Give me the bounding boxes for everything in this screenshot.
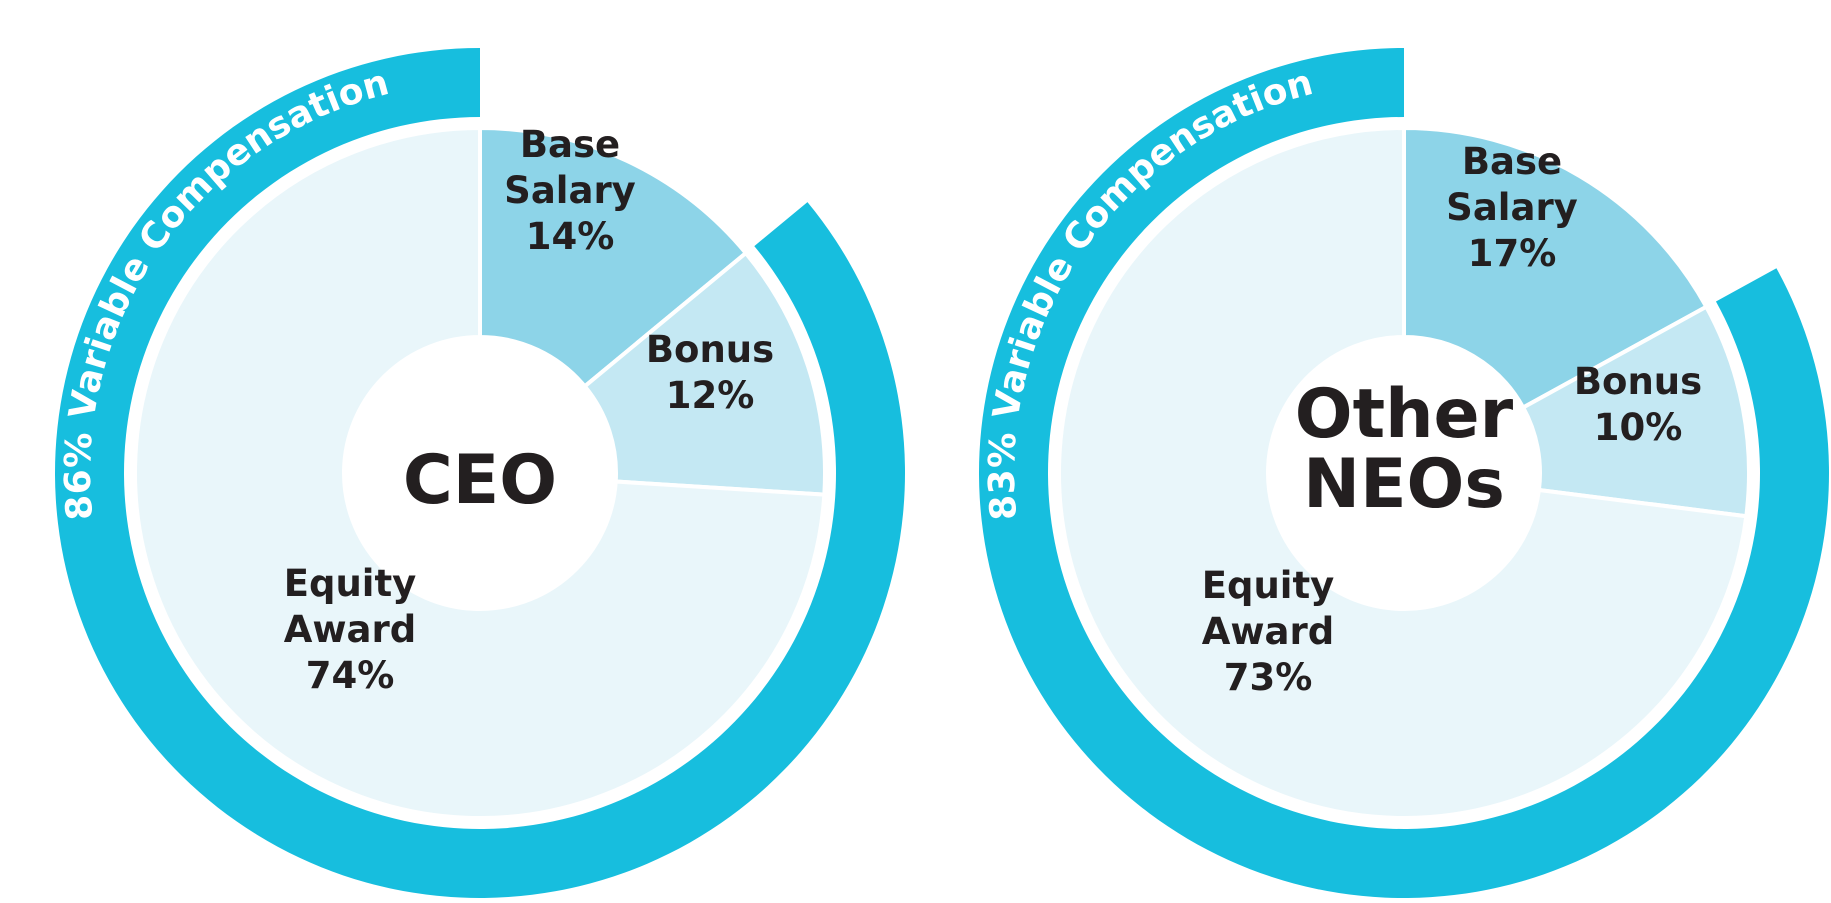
slice-name: Salary bbox=[504, 169, 636, 212]
slice-value: 12% bbox=[666, 374, 755, 417]
slice-name: Equity bbox=[284, 562, 417, 605]
slice-value: 14% bbox=[526, 215, 615, 258]
slice-name: Base bbox=[1462, 140, 1562, 183]
center-label: CEO bbox=[403, 441, 557, 520]
center-label: Other NEOs bbox=[1295, 375, 1514, 524]
center-label-line: CEO bbox=[403, 441, 557, 520]
slice-value: 73% bbox=[1224, 656, 1313, 699]
slice-name: Base bbox=[520, 123, 620, 166]
center-label-line: Other bbox=[1295, 375, 1514, 454]
slice-name: Award bbox=[1202, 610, 1335, 653]
slice-name: Award bbox=[284, 608, 417, 651]
slice-value: 17% bbox=[1468, 232, 1557, 275]
slice-value: 10% bbox=[1594, 406, 1683, 449]
slice-name: Bonus bbox=[646, 328, 774, 371]
slice-name: Bonus bbox=[1574, 360, 1702, 403]
slice-name: Equity bbox=[1202, 564, 1335, 607]
slice-value: 74% bbox=[306, 654, 395, 697]
center-label-line: NEOs bbox=[1303, 445, 1505, 524]
slice-name: Salary bbox=[1446, 186, 1578, 229]
